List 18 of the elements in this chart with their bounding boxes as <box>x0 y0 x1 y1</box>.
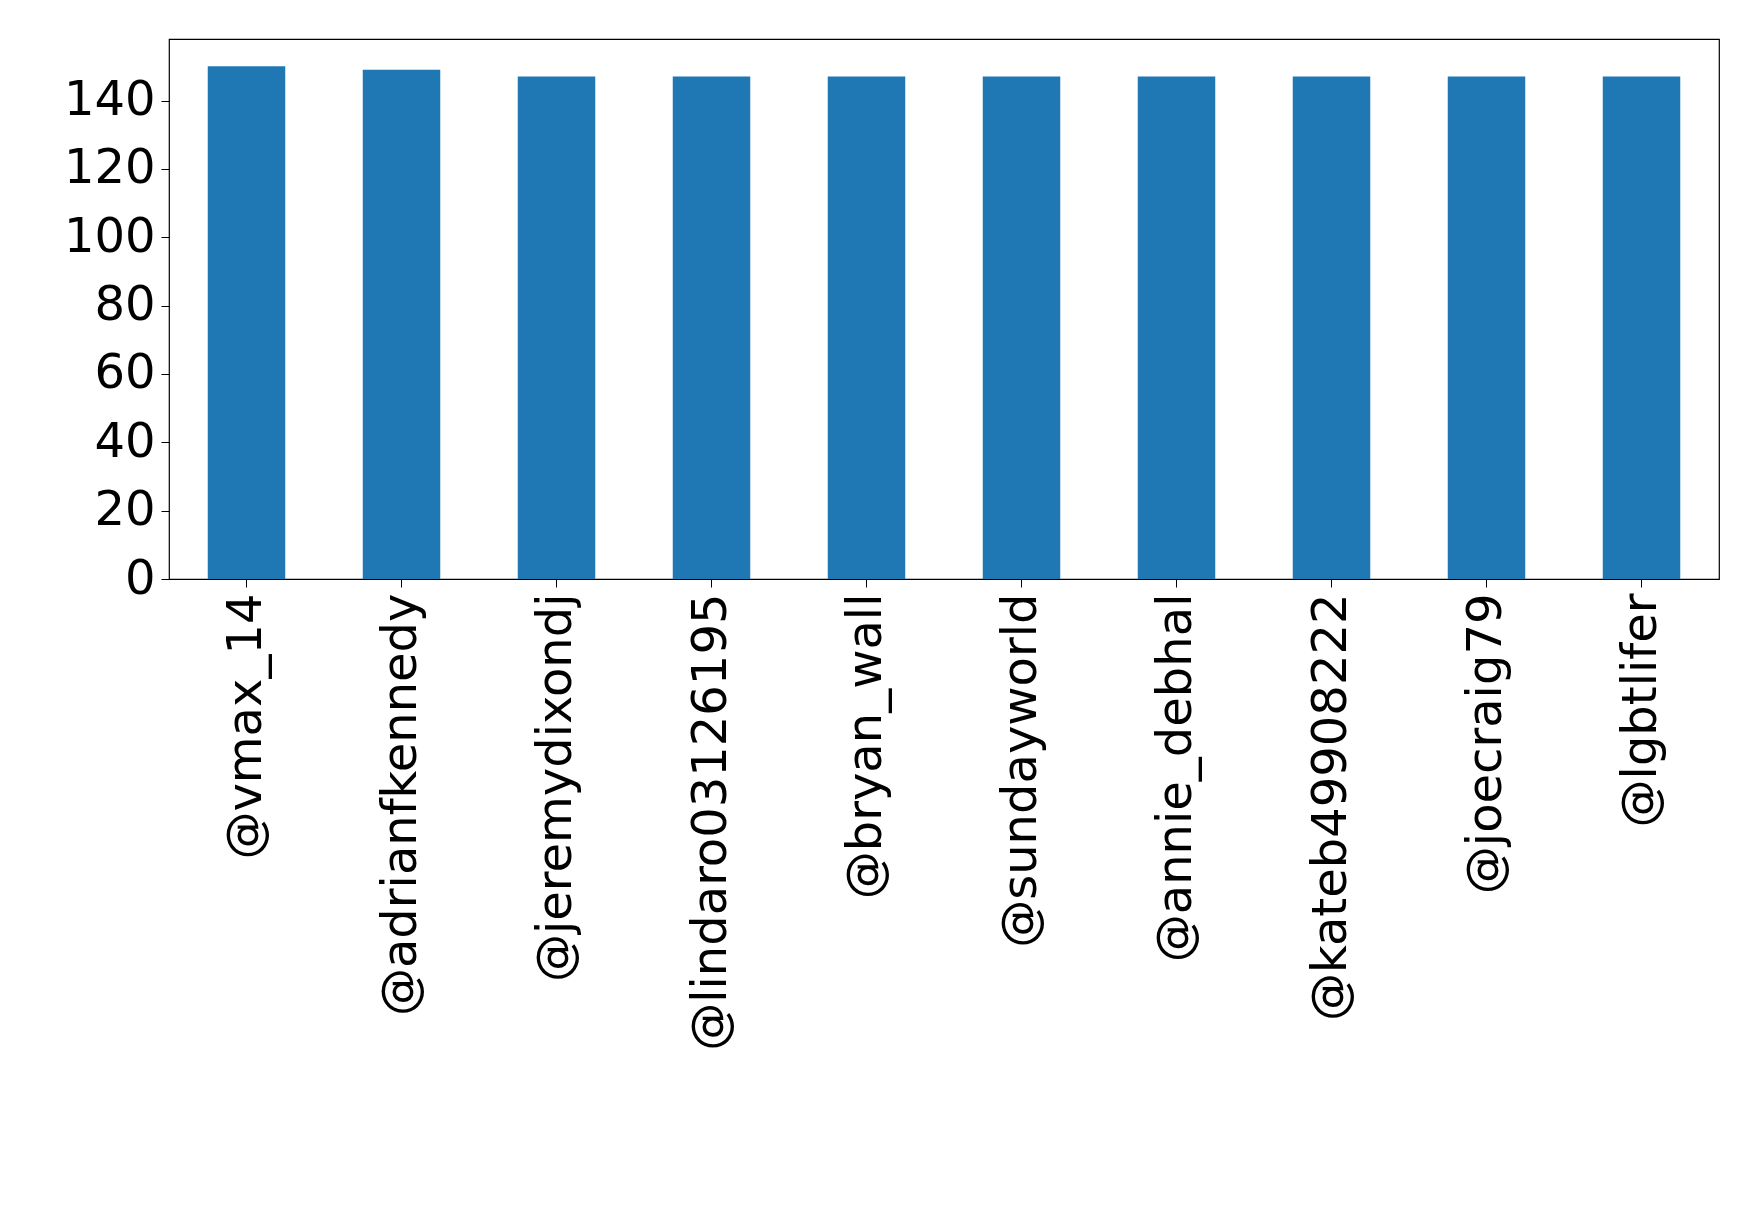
y-tick-label: 20 <box>94 480 156 537</box>
y-tick-label: 40 <box>94 411 156 468</box>
x-tick-label: @annie_debhal <box>1145 593 1202 963</box>
y-tick-label: 100 <box>63 206 156 263</box>
x-tick-label: @lindaro03126195 <box>680 593 737 1051</box>
x-tick-label: @bryan_wall <box>835 593 892 900</box>
y-tick-label: 140 <box>63 70 156 127</box>
y-tick-label: 60 <box>94 343 156 400</box>
y-tick-label: 120 <box>63 138 156 195</box>
x-tick-label: @kateb49908222 <box>1300 593 1357 1021</box>
y-tick-label: 0 <box>124 548 156 605</box>
x-tick-label: @sundayworld <box>990 593 1047 948</box>
x-tick-label: @joecraig79 <box>1455 593 1512 895</box>
x-tick-label: @vmax_14 <box>215 593 272 860</box>
y-tick-label: 80 <box>94 275 156 332</box>
x-tick-label: @lgbtlifer <box>1610 593 1667 828</box>
x-tick-label: @jeremydixondj <box>525 593 582 983</box>
x-tick-label: @adrianfkennedy <box>370 593 427 1017</box>
